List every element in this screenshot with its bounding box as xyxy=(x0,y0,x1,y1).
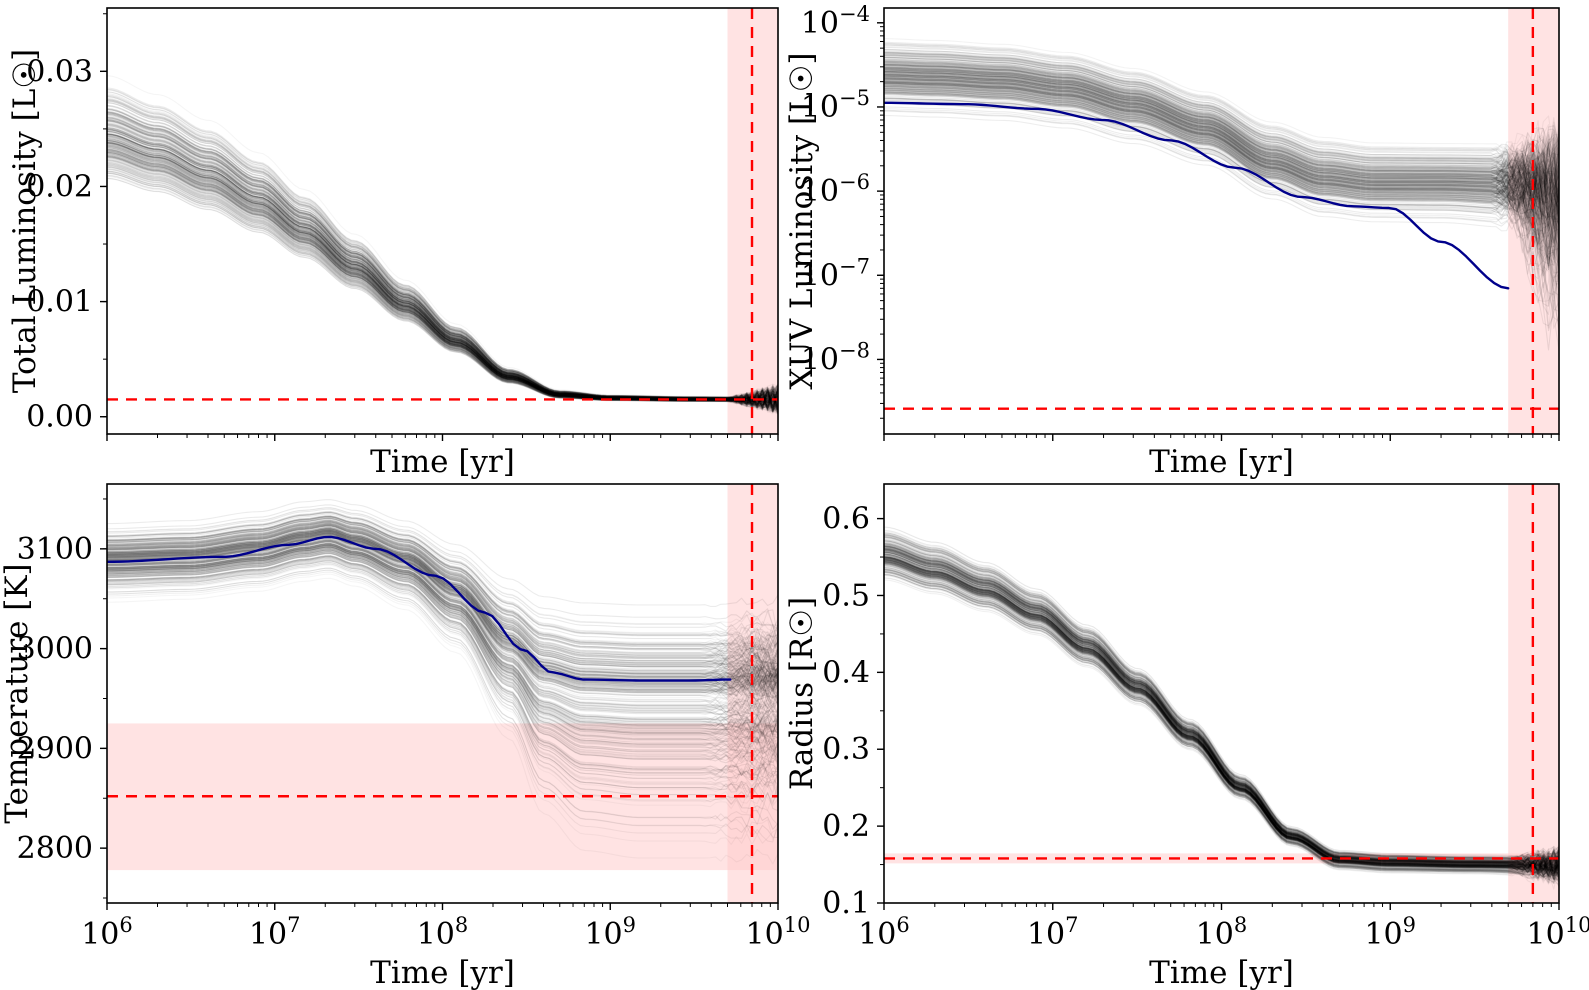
x-tick-label: 106 xyxy=(858,913,910,952)
ensemble-tracks xyxy=(107,75,778,416)
y-tick-label: 2900 xyxy=(17,731,93,766)
median-track-line xyxy=(884,101,1510,290)
y-tick-label: 0.2 xyxy=(822,809,870,844)
y-tick-label: 0.3 xyxy=(822,732,870,767)
constraint-band-horizontal xyxy=(884,853,1559,864)
y-tick-label: 10−6 xyxy=(801,170,870,209)
x-tick-label: 1010 xyxy=(1527,913,1589,952)
x-axis-label: Time [yr] xyxy=(370,955,515,990)
y-tick-label: 0.01 xyxy=(26,285,93,320)
x-tick-label: 109 xyxy=(584,913,636,952)
x-tick-label: 107 xyxy=(249,913,301,952)
y-axis-ticks: 0.1 0.2 0.3 0.4 0.5 0.6 xyxy=(822,502,884,921)
y-tick-label: 10−4 xyxy=(801,2,870,41)
y-tick-label: 0.03 xyxy=(26,54,93,89)
x-axis-tick-labels: 106 107 108 109 1010 xyxy=(858,913,1589,952)
x-axis-ticks xyxy=(883,903,1560,910)
x-axis-ticks xyxy=(883,434,1560,441)
x-axis-tick-labels: 106 107 108 109 1010 xyxy=(81,913,810,952)
y-tick-label: 0.5 xyxy=(822,578,870,613)
y-tick-label: 0.6 xyxy=(822,502,870,537)
x-axis-ticks xyxy=(106,434,779,441)
axes-frame xyxy=(106,483,779,904)
y-tick-label: 0.02 xyxy=(26,169,93,204)
y-axis-ticks: 2800 2900 3000 3100 xyxy=(17,498,107,899)
y-tick-label: 0.4 xyxy=(822,655,870,690)
x-axis-label: Time [yr] xyxy=(370,444,515,480)
y-tick-label: 3100 xyxy=(17,532,93,567)
constraint-band-horizontal xyxy=(107,723,778,871)
axes-frame xyxy=(883,483,1560,904)
constraint-band-vertical xyxy=(727,484,778,903)
y-axis-label: Total Luminosity [L☉] xyxy=(7,49,43,393)
y-tick-label: 10−7 xyxy=(801,254,870,293)
y-tick-label: 2800 xyxy=(17,831,93,866)
y-tick-label: 10−5 xyxy=(801,86,870,125)
x-tick-label: 106 xyxy=(81,913,133,952)
ensemble-tracks xyxy=(884,38,1559,351)
y-tick-label: 10−8 xyxy=(801,338,870,377)
ensemble-tracks xyxy=(107,499,778,843)
constraint-band-vertical xyxy=(727,8,778,434)
y-tick-label: 0.00 xyxy=(26,400,93,435)
x-axis-ticks xyxy=(106,903,779,910)
y-axis-label: Temperature [K] xyxy=(0,563,35,823)
constraint-band-vertical xyxy=(1508,484,1559,903)
axes-frame xyxy=(106,7,779,435)
x-axis-label: Time [yr] xyxy=(1149,955,1294,990)
x-tick-label: 107 xyxy=(1027,913,1079,952)
ensemble-tracks xyxy=(884,526,1559,890)
y-axis-ticks: 0.00 0.01 0.02 0.03 xyxy=(26,13,107,435)
axes-frame xyxy=(883,7,1560,435)
y-axis-label: Radius [R☉] xyxy=(784,597,820,790)
x-tick-label: 108 xyxy=(417,913,469,952)
median-track-line xyxy=(107,535,732,682)
y-axis-label: XUV Luminosity [L☉] xyxy=(784,52,820,389)
x-axis-label: Time [yr] xyxy=(1149,444,1294,480)
y-tick-label: 0.1 xyxy=(822,886,870,921)
x-tick-label: 108 xyxy=(1196,913,1248,952)
y-tick-label: 3000 xyxy=(17,632,93,667)
x-tick-label: 1010 xyxy=(746,913,811,952)
x-tick-label: 109 xyxy=(1364,913,1416,952)
constraint-band-vertical xyxy=(1508,8,1559,434)
y-axis-ticks: 10−4 10−5 10−6 10−7 10−8 xyxy=(801,2,884,419)
